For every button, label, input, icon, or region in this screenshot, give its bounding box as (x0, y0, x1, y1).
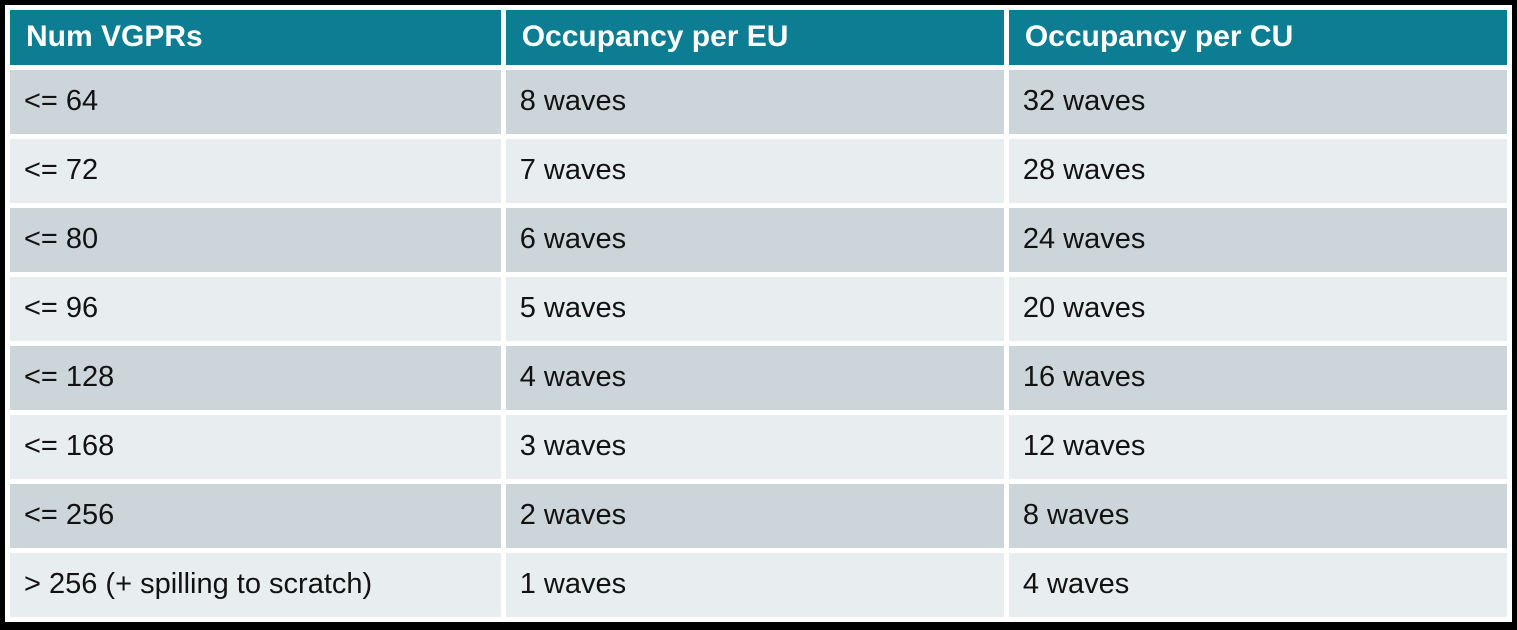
table-cell-eu: 8 waves (505, 70, 1004, 134)
table-cell-eu: 5 waves (505, 277, 1004, 341)
table-row: <= 256 2 waves 8 waves (10, 484, 1507, 548)
table-row: <= 80 6 waves 24 waves (10, 208, 1507, 272)
table-row: <= 64 8 waves 32 waves (10, 70, 1507, 134)
table-cell-eu: 1 waves (505, 553, 1004, 617)
header-row: Num VGPRs Occupancy per EU Occupancy per… (10, 10, 1507, 65)
column-header-occupancy-per-cu: Occupancy per CU (1008, 10, 1507, 65)
table-row: > 256 (+ spilling to scratch) 1 waves 4 … (10, 553, 1507, 617)
table-cell-eu: 2 waves (505, 484, 1004, 548)
table-cell-vgprs: > 256 (+ spilling to scratch) (10, 553, 501, 617)
table-cell-vgprs: <= 96 (10, 277, 501, 341)
table-cell-cu: 20 waves (1008, 277, 1507, 341)
table-cell-eu: 4 waves (505, 346, 1004, 410)
column-header-num-vgprs: Num VGPRs (10, 10, 501, 65)
table-cell-eu: 3 waves (505, 415, 1004, 479)
table-cell-cu: 28 waves (1008, 139, 1507, 203)
table-cell-vgprs: <= 128 (10, 346, 501, 410)
table-cell-cu: 4 waves (1008, 553, 1507, 617)
table-cell-vgprs: <= 80 (10, 208, 501, 272)
table-cell-eu: 6 waves (505, 208, 1004, 272)
table-cell-vgprs: <= 256 (10, 484, 501, 548)
table-row: <= 96 5 waves 20 waves (10, 277, 1507, 341)
table-cell-cu: 16 waves (1008, 346, 1507, 410)
table-cell-vgprs: <= 64 (10, 70, 501, 134)
table-row: <= 128 4 waves 16 waves (10, 346, 1507, 410)
table-cell-cu: 32 waves (1008, 70, 1507, 134)
table-cell-cu: 8 waves (1008, 484, 1507, 548)
table-cell-cu: 12 waves (1008, 415, 1507, 479)
table-row: <= 168 3 waves 12 waves (10, 415, 1507, 479)
table-cell-cu: 24 waves (1008, 208, 1507, 272)
table-cell-vgprs: <= 72 (10, 139, 501, 203)
column-header-occupancy-per-eu: Occupancy per EU (505, 10, 1004, 65)
table-cell-eu: 7 waves (505, 139, 1004, 203)
table-row: <= 72 7 waves 28 waves (10, 139, 1507, 203)
vgpr-occupancy-table: Num VGPRs Occupancy per EU Occupancy per… (5, 5, 1512, 622)
table-cell-vgprs: <= 168 (10, 415, 501, 479)
